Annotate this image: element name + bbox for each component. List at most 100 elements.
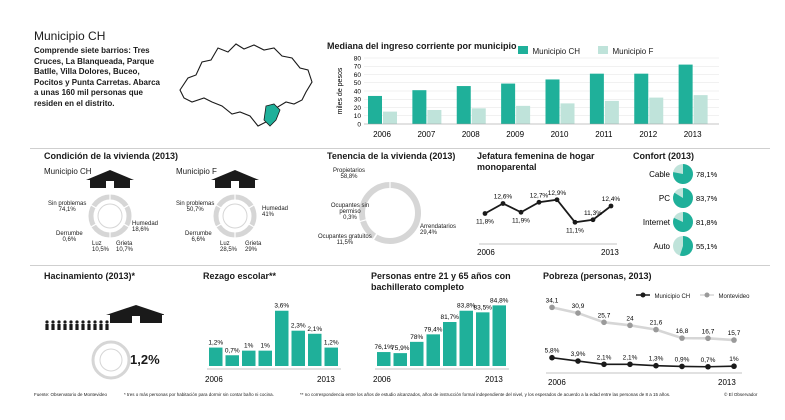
bachillerato-bar: [476, 312, 490, 366]
bachillerato-data-label: 78%: [410, 334, 423, 341]
person-body-icon: [51, 324, 55, 330]
confort-item-value: 55,1%: [696, 242, 718, 251]
person-head-icon: [75, 320, 79, 324]
person-head-icon: [105, 320, 109, 324]
income-xtick: 2013: [684, 130, 702, 139]
vivienda-ring-divider: [216, 221, 225, 228]
vivienda-house-roof: [211, 170, 259, 180]
hacinamiento-value: 1,2%: [130, 352, 160, 367]
vivienda-ch-graphic: [86, 170, 134, 238]
hacinamiento-house-roof: [106, 305, 164, 315]
rezago-bar: [242, 350, 256, 366]
page-title: Municipio CH: [34, 29, 106, 43]
vivienda-ring-divider: [216, 204, 225, 211]
tenencia-propietarios: Propietarios 58,8%: [333, 168, 366, 180]
income-bar-ch: [589, 73, 604, 124]
pobreza-point: [679, 335, 685, 341]
pobreza-data-label: 1%: [729, 356, 739, 363]
income-ytick: 40: [354, 88, 362, 95]
pobreza-data-label: 5,8%: [545, 348, 560, 355]
divider-2: [30, 265, 770, 266]
income-xtick: 2008: [462, 130, 480, 139]
person-head-icon: [57, 320, 61, 324]
vivienda-f-label: Municipio F: [176, 167, 217, 176]
jefatura-point: [482, 211, 488, 216]
pobreza-point: [653, 326, 659, 333]
vivienda-ring-divider: [120, 204, 129, 211]
income-xtick: 2007: [417, 130, 435, 139]
income-xtick: 2011: [595, 130, 613, 139]
income-legend-f: Municipio F: [598, 41, 653, 59]
bachillerato-bar: [410, 341, 424, 366]
confort-item-label: Cable: [649, 170, 670, 179]
jefatura-point: [518, 209, 524, 215]
income-bar-f: [516, 105, 531, 124]
jefatura-point: [572, 219, 578, 225]
pobreza-data-label: 2,1%: [623, 354, 638, 361]
bachillerato-xend: 2013: [485, 375, 503, 384]
person-head-icon: [81, 320, 85, 324]
pobreza-line-ch: [551, 356, 735, 368]
confort-pie-slice: [673, 164, 693, 184]
jefatura-data-label: 12,9%: [548, 190, 567, 197]
vivienda-ring-divider: [91, 204, 100, 211]
income-legend-ch: Municipio CH: [518, 41, 580, 59]
jefatura-point: [536, 199, 542, 205]
pobreza-point: [549, 354, 555, 361]
income-bar-ch: [545, 79, 560, 124]
rezago-bar: [308, 333, 322, 366]
rezago-data-label: 2,3%: [291, 323, 306, 330]
income-bar-ch: [456, 86, 471, 124]
person-head-icon: [63, 320, 67, 324]
income-bar-ch: [412, 90, 427, 124]
bachillerato-bar-chart: 76,1%75,9%78%79,4% 81,7% 83,8%83,5%84,8% 20…: [373, 297, 509, 384]
person-head-icon: [51, 320, 55, 324]
income-bar-f: [427, 109, 442, 124]
income-ytick: 30: [354, 97, 362, 104]
income-ylabel: miles de pesos: [337, 67, 344, 114]
montevideo-map: [179, 43, 313, 127]
footer-note-1: * tres o más personas por habitación par…: [124, 392, 274, 397]
rezago-bar: [291, 330, 305, 366]
tenencia-arrendatarios: Arrendatarios 29,4%: [420, 224, 457, 236]
rezago-bar: [275, 310, 289, 366]
footer-credit: © El Observador: [724, 392, 758, 397]
viv-f-derrumbe: Derrumbe 6,6%: [185, 231, 212, 243]
jefatura-data-label: 12,7%: [530, 192, 549, 199]
bachillerato-data-label: 79,4%: [424, 326, 443, 333]
footer-source: Fuente: Observatorio de Montevideo: [34, 392, 108, 397]
pobreza-data-label: 30,9: [572, 303, 585, 310]
person-body-icon: [93, 324, 97, 330]
pobreza-data-label: 0,9%: [675, 356, 690, 363]
viv-f-sinproblemas: Sin problemas 50,7%: [176, 201, 215, 213]
income-ytick: 80: [354, 55, 362, 62]
pobreza-point: [627, 361, 633, 368]
confort-item-label: PC: [659, 194, 670, 203]
pobreza-point: [627, 322, 633, 329]
pobreza-data-label: 3,9%: [571, 351, 586, 358]
bachillerato-data-label: 76,1%: [375, 344, 394, 351]
tenencia-sinpermiso: Ocupantes sin permiso 0,3%: [330, 203, 370, 221]
pobreza-data-label: 2,1%: [597, 354, 612, 361]
income-chart-title: Mediana del ingreso corriente por munici…: [327, 41, 517, 51]
rezago-bar: [258, 350, 272, 366]
vivienda-f-graphic: [211, 170, 259, 238]
person-body-icon: [57, 324, 61, 330]
person-body-icon: [63, 324, 67, 330]
pobreza-xstart: 2006: [548, 378, 566, 387]
rezago-data-label: 1%: [261, 343, 271, 350]
jefatura-point: [608, 203, 614, 209]
confort-item-value: 81,8%: [696, 218, 718, 227]
person-head-icon: [87, 320, 91, 324]
pobreza-point: [731, 363, 737, 370]
bachillerato-bar: [459, 310, 473, 366]
vivienda-ring-divider: [91, 221, 100, 228]
pobreza-data-label: 1,3%: [649, 356, 664, 363]
rezago-xstart: 2006: [205, 375, 223, 384]
legend-label-pobreza-ch: Municipio CH: [654, 294, 691, 300]
vivienda-ring-divider: [120, 221, 129, 228]
confort-item-value: 83,7%: [696, 194, 718, 203]
income-xtick: 2012: [639, 130, 657, 139]
pobreza-data-label: 21,6: [650, 320, 663, 327]
jefatura-point: [554, 197, 560, 203]
